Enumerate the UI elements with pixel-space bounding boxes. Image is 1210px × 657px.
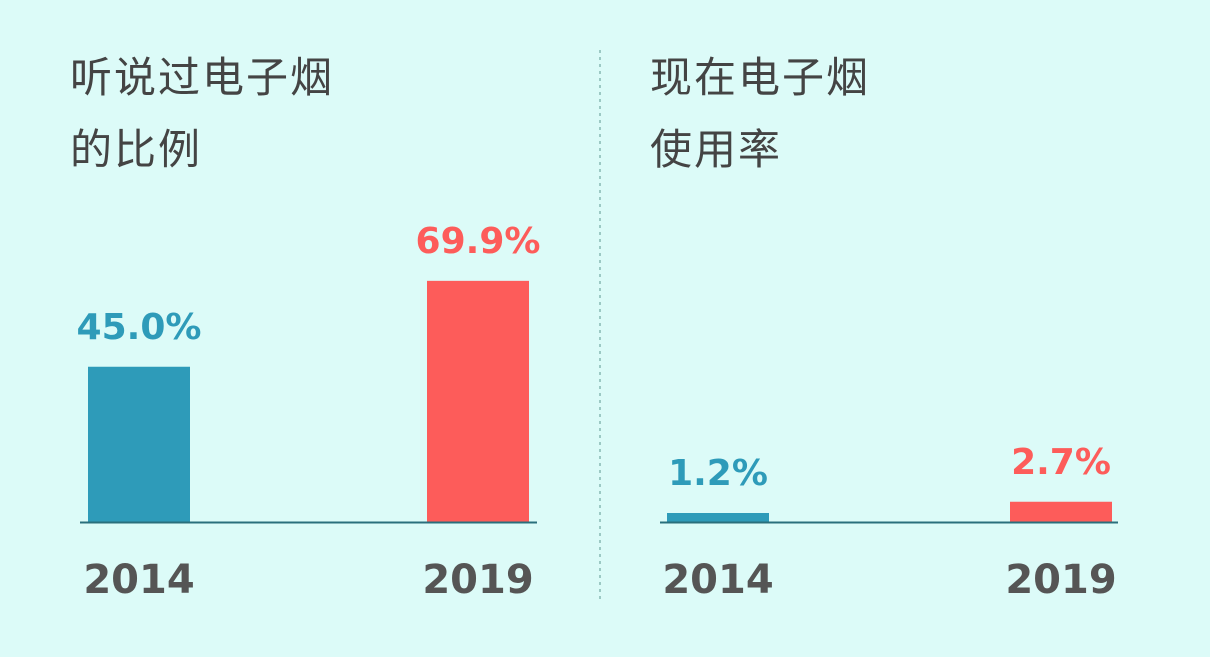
chart-title: 现在电子烟使用率	[650, 53, 871, 174]
bar	[88, 366, 190, 522]
bar	[1010, 501, 1112, 522]
x-tick-label: 2019	[1005, 557, 1116, 603]
x-tick-label: 2019	[422, 557, 533, 603]
bar	[427, 280, 529, 522]
chart-title: 听说过电子烟的比例	[70, 53, 335, 174]
x-tick-label: 2014	[662, 557, 773, 603]
value-label: 2.7%	[1011, 442, 1111, 483]
value-label: 45.0%	[77, 307, 202, 348]
bar	[667, 513, 769, 522]
x-tick-label: 2014	[83, 557, 194, 603]
value-label: 1.2%	[668, 453, 768, 494]
value-label: 69.9%	[416, 221, 541, 262]
